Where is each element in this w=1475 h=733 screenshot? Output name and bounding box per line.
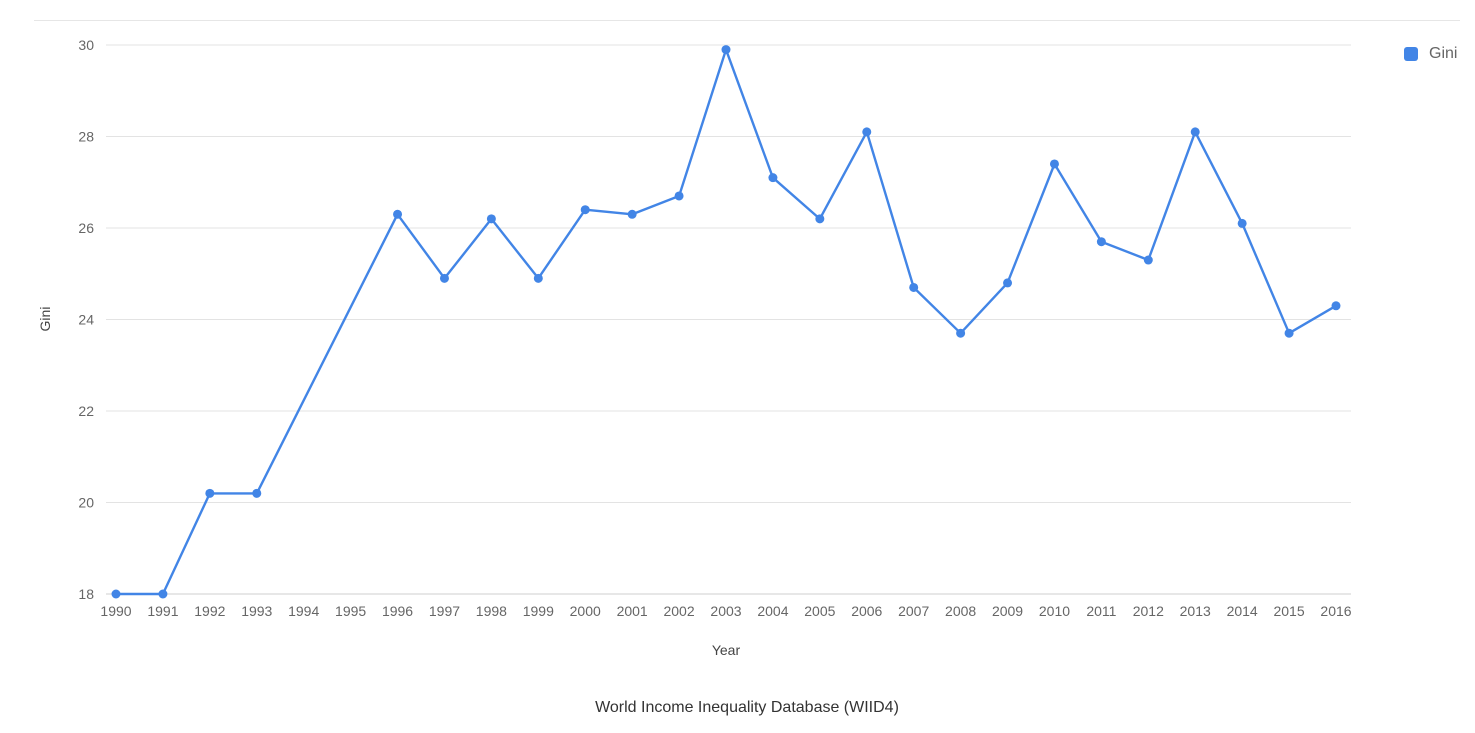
x-tick-label: 2007 [898,603,929,619]
data-points [111,45,1341,599]
grid-lines [106,44,1351,595]
x-tick-label: 1991 [147,603,178,619]
data-point[interactable] [768,173,778,183]
x-tick-label: 2011 [1086,603,1116,619]
x-tick-label: 2014 [1227,603,1258,619]
data-point[interactable] [1190,127,1200,137]
data-point[interactable] [252,488,262,498]
x-tick-label: 2013 [1180,603,1211,619]
x-tick-label: 2002 [663,603,694,619]
top-divider [34,20,1460,21]
y-tick-label: 20 [78,495,94,511]
x-tick-label: 2015 [1273,603,1304,619]
data-point[interactable] [909,282,919,292]
x-tick-label: 2003 [710,603,741,619]
chart-caption: World Income Inequality Database (WIID4) [595,699,899,716]
data-point[interactable] [674,191,684,201]
data-point[interactable] [1003,278,1013,288]
y-tick-label: 28 [78,129,94,145]
data-point[interactable] [956,328,966,338]
x-tick-label: 1992 [194,603,225,619]
data-point[interactable] [862,127,872,137]
x-tick-label: 1995 [335,603,366,619]
data-point[interactable] [393,209,403,219]
x-tick-label: 1997 [429,603,460,619]
x-tick-label: 1998 [476,603,507,619]
x-tick-label: 2001 [617,603,648,619]
x-tick-label: 1994 [288,603,319,619]
data-point[interactable] [580,205,590,215]
data-point[interactable] [1237,218,1247,228]
y-axis-ticks: 18 20 22 24 26 28 30 [78,37,94,602]
data-point[interactable] [1096,237,1106,247]
data-point[interactable] [486,214,496,224]
x-tick-label: 2008 [945,603,976,619]
data-point[interactable] [815,214,825,224]
x-tick-label: 2012 [1133,603,1164,619]
y-tick-label: 30 [78,37,94,53]
data-point[interactable] [439,273,449,283]
y-tick-label: 24 [78,312,94,328]
x-tick-label: 2004 [757,603,788,619]
x-tick-label: 2009 [992,603,1023,619]
data-point[interactable] [1049,159,1059,169]
x-tick-label: 1996 [382,603,413,619]
y-tick-label: 26 [78,220,94,236]
legend: Gini [1404,45,1457,63]
data-point[interactable] [111,589,121,599]
x-tick-label: 2000 [570,603,601,619]
x-axis-title: Year [712,642,741,658]
data-point[interactable] [1143,255,1153,265]
x-tick-label: 1993 [241,603,272,619]
data-point[interactable] [1331,301,1341,311]
x-tick-label: 2006 [851,603,882,619]
x-tick-label: 2010 [1039,603,1070,619]
data-point[interactable] [205,488,215,498]
y-tick-label: 22 [78,403,94,419]
x-tick-label: 2005 [804,603,835,619]
y-tick-label: 18 [78,586,94,602]
x-tick-label: 1990 [100,603,131,619]
legend-label-gini: Gini [1429,45,1458,62]
data-point[interactable] [158,589,168,599]
series-line-gini [116,48,1337,596]
data-point[interactable] [721,45,731,55]
data-point[interactable] [627,209,637,219]
data-point[interactable] [1284,328,1294,338]
legend-swatch-gini [1404,47,1418,61]
data-point[interactable] [533,273,543,283]
x-axis-ticks: 1990 1991 1992 1993 1994 1995 1996 1997 1998 1999… [100,603,1351,619]
y-axis-title: Gini [37,307,53,332]
x-tick-label: 1999 [523,603,554,619]
x-tick-label: 2016 [1320,603,1351,619]
